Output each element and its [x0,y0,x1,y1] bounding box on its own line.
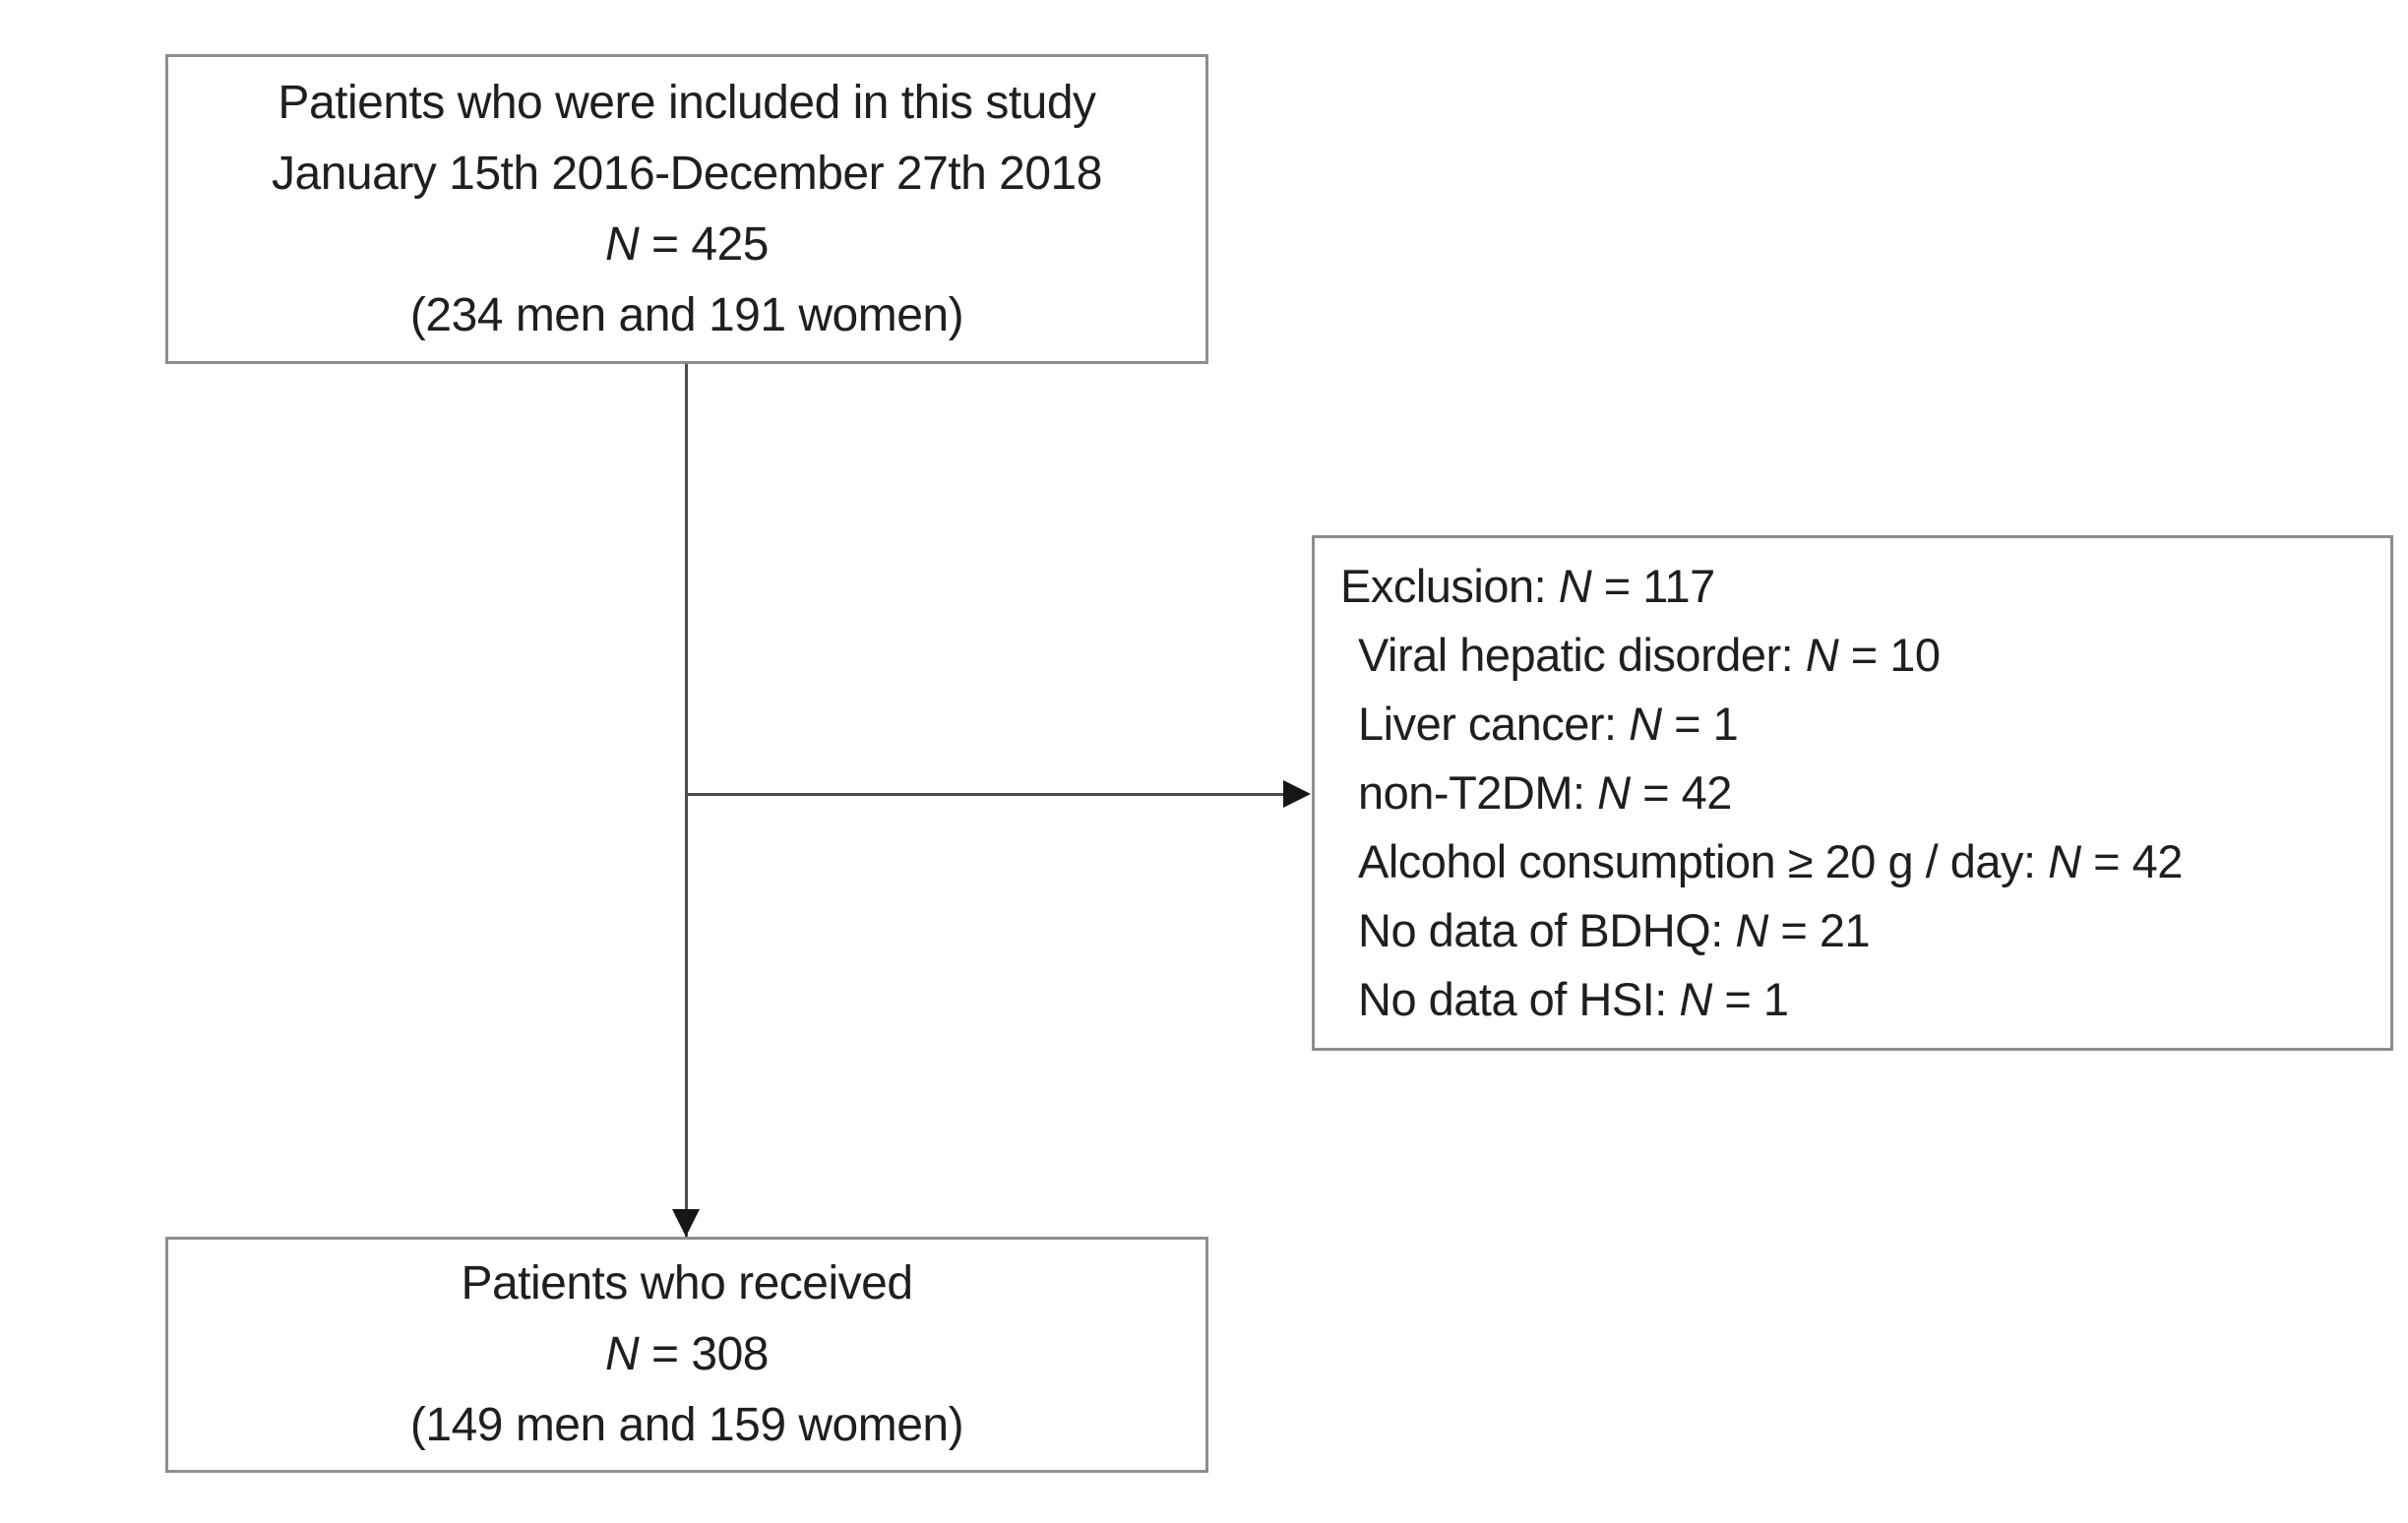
exclusion-line: No data of BDHQ: N = 21 [1340,896,1871,965]
n-count-value: = 42 [1630,766,1732,819]
n-symbol: N [605,1328,640,1380]
n-symbol: N [2048,835,2081,887]
exclusion-label: Exclusion: [1340,560,1559,612]
n-symbol: N [1735,904,1768,956]
n-count-value: = 1 [1711,973,1789,1025]
enrollment-box: Patients who were included in this study… [165,54,1208,364]
exclusion-line: Liver cancer: N = 1 [1340,690,1739,759]
received-sex-split: (149 men and 159 women) [409,1399,964,1451]
arrowhead-down-icon [672,1209,700,1237]
received-box: Patients who received N = 308 (149 men a… [165,1237,1208,1473]
arrowhead-right-icon [1283,780,1311,808]
enrollment-sex-split: (234 men and 191 women) [409,288,964,341]
n-symbol: N [605,217,640,271]
n-symbol: N [1597,766,1631,819]
n-count-value: = 308 [639,1328,769,1380]
exclusion-reason: non-T2DM: [1358,766,1598,819]
exclusion-reason: No data of BDHQ: [1358,904,1736,956]
n-count-value: = 425 [639,217,769,271]
exclusion-line: Viral hepatic disorder: N = 10 [1340,621,1941,690]
n-count-value: = 1 [1661,698,1739,750]
exclusion-line: Alcohol consumption ≥ 20 g / day: N = 42 [1340,827,2183,896]
exclusion-reason: Liver cancer: [1358,698,1630,750]
enrollment-title: Patients who were included in this study [278,76,1096,129]
n-symbol: N [1679,973,1712,1025]
exclusion-reason: No data of HSI: [1358,973,1680,1025]
exclusion-line: non-T2DM: N = 42 [1340,759,1732,827]
n-count-value: = 117 [1591,560,1715,612]
connector-horizontal-line [686,793,1288,796]
exclusion-line: Exclusion: N = 117 [1340,552,1715,621]
received-count: N = 308 [605,1319,769,1390]
exclusion-reason: Viral hepatic disorder: [1358,629,1806,681]
n-count-value: = 10 [1838,629,1941,681]
enrollment-count: N = 425 [605,210,769,280]
exclusion-reason: Alcohol consumption ≥ 20 g / day: [1358,835,2049,887]
enrollment-period: January 15th 2016-December 27th 2018 [272,147,1102,200]
n-count-value: = 42 [2080,835,2183,887]
exclusion-box: Exclusion: N = 117 Viral hepatic disorde… [1312,535,2393,1051]
received-title: Patients who received [461,1257,913,1310]
n-count-value: = 21 [1767,904,1871,956]
n-symbol: N [1558,560,1592,612]
exclusion-line: No data of HSI: N = 1 [1340,965,1789,1034]
connector-vertical-line [685,364,688,1237]
n-symbol: N [1629,698,1662,750]
n-symbol: N [1805,629,1839,681]
